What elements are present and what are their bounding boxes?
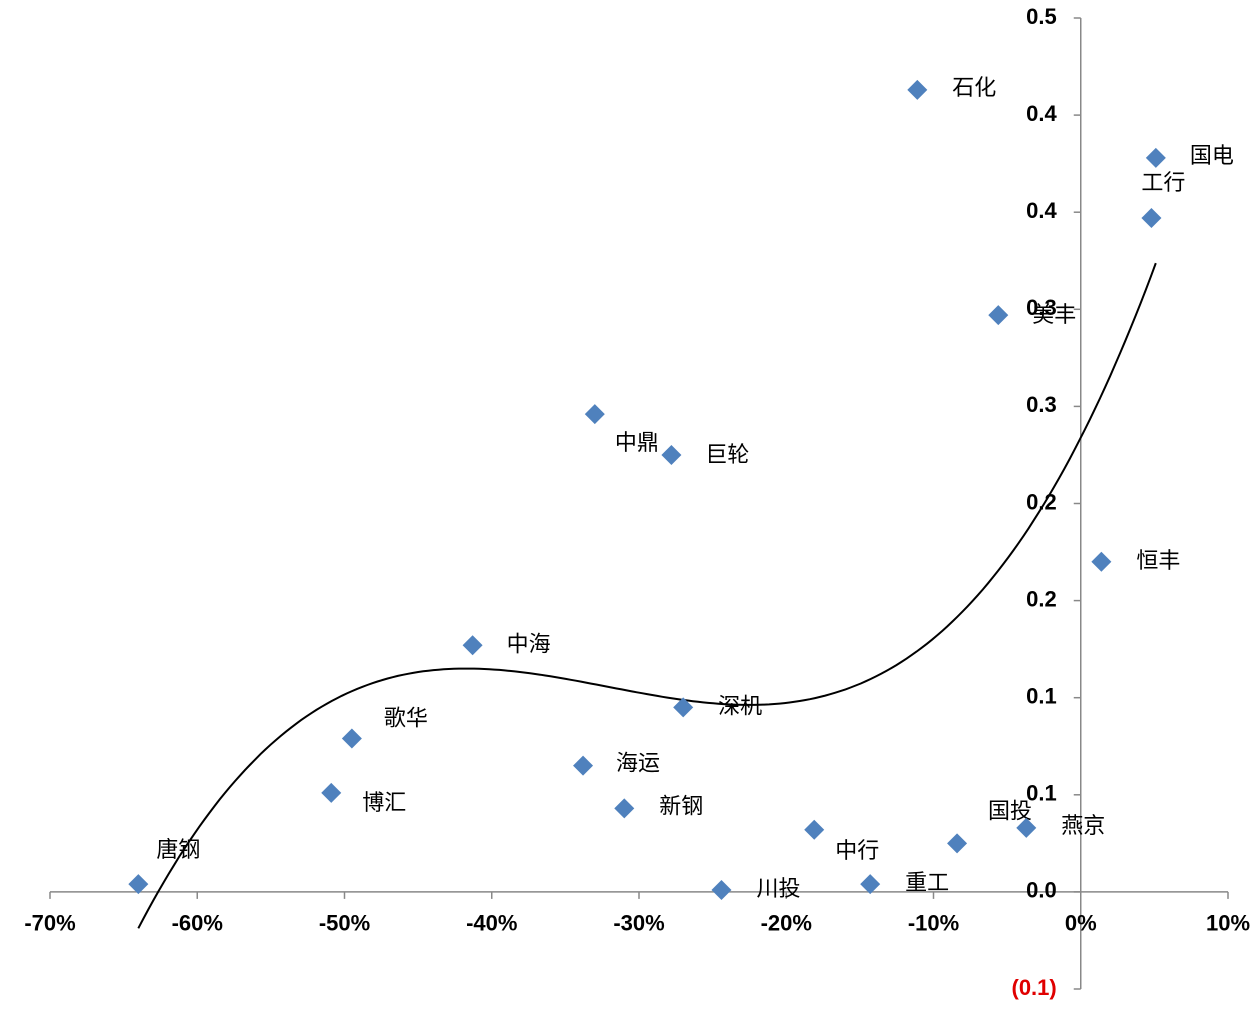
point — [614, 798, 635, 819]
x-tick-label: -70% — [24, 911, 75, 936]
point — [128, 874, 149, 895]
x-tick-label: -10% — [908, 911, 959, 936]
point-label: 美丰 — [1032, 302, 1076, 327]
point — [573, 755, 594, 776]
y-tick-label: 0.5 — [1026, 4, 1057, 29]
y-tick-label: 0.2 — [1026, 489, 1057, 514]
point — [804, 819, 825, 840]
y-tick-label: 0.1 — [1026, 781, 1057, 806]
point-label: 国投 — [988, 798, 1032, 823]
point-label: 博汇 — [362, 790, 406, 815]
point — [1016, 817, 1037, 838]
x-tick-label: -20% — [761, 911, 812, 936]
y-tick-label: 0.4 — [1026, 101, 1057, 126]
point-label: 中行 — [835, 838, 879, 863]
y-tick-label: 0.1 — [1026, 684, 1057, 709]
point — [673, 697, 694, 718]
point — [661, 444, 682, 465]
point-label: 国电 — [1190, 143, 1234, 168]
x-tick-label: 10% — [1206, 911, 1250, 936]
x-tick-label: -30% — [613, 911, 664, 936]
point — [1091, 551, 1112, 572]
point — [1141, 208, 1162, 229]
point-label: 工行 — [1141, 170, 1185, 195]
x-tick-label: -50% — [319, 911, 370, 936]
y-tick-label: 0.2 — [1026, 586, 1057, 611]
y-tick-label: 0.3 — [1026, 392, 1057, 417]
point-label: 中鼎 — [615, 430, 659, 455]
point-label: 恒丰 — [1136, 548, 1180, 573]
point — [321, 782, 342, 803]
point-label: 歌华 — [384, 706, 428, 731]
point — [1145, 147, 1166, 168]
y-tick-label: 0.0 — [1026, 878, 1057, 903]
point — [462, 635, 483, 656]
point — [988, 305, 1009, 326]
point-label: 新钢 — [659, 793, 703, 818]
point-label: 深机 — [718, 693, 762, 718]
x-tick-label: -60% — [172, 911, 223, 936]
point — [947, 833, 968, 854]
y-tick-label: 0.4 — [1026, 198, 1057, 223]
point-label: 石化 — [952, 75, 996, 100]
point-label: 重工 — [905, 870, 949, 895]
x-tick-label: -40% — [466, 911, 517, 936]
point-label: 川投 — [756, 876, 800, 901]
point — [711, 879, 732, 900]
point-label: 中海 — [507, 631, 551, 656]
point-label: 海运 — [616, 751, 660, 776]
point-label: 燕京 — [1061, 813, 1105, 838]
point — [584, 404, 605, 425]
point-label: 唐钢 — [156, 837, 200, 862]
y-tick-label: 0.3 — [1026, 295, 1057, 320]
x-tick-label: 0% — [1065, 911, 1097, 936]
trendline — [137, 262, 1157, 929]
point — [860, 874, 881, 895]
point-label: 巨轮 — [705, 442, 749, 467]
y-tick-label: (0.1) — [1012, 975, 1057, 1000]
point — [341, 728, 362, 749]
point — [907, 79, 928, 100]
